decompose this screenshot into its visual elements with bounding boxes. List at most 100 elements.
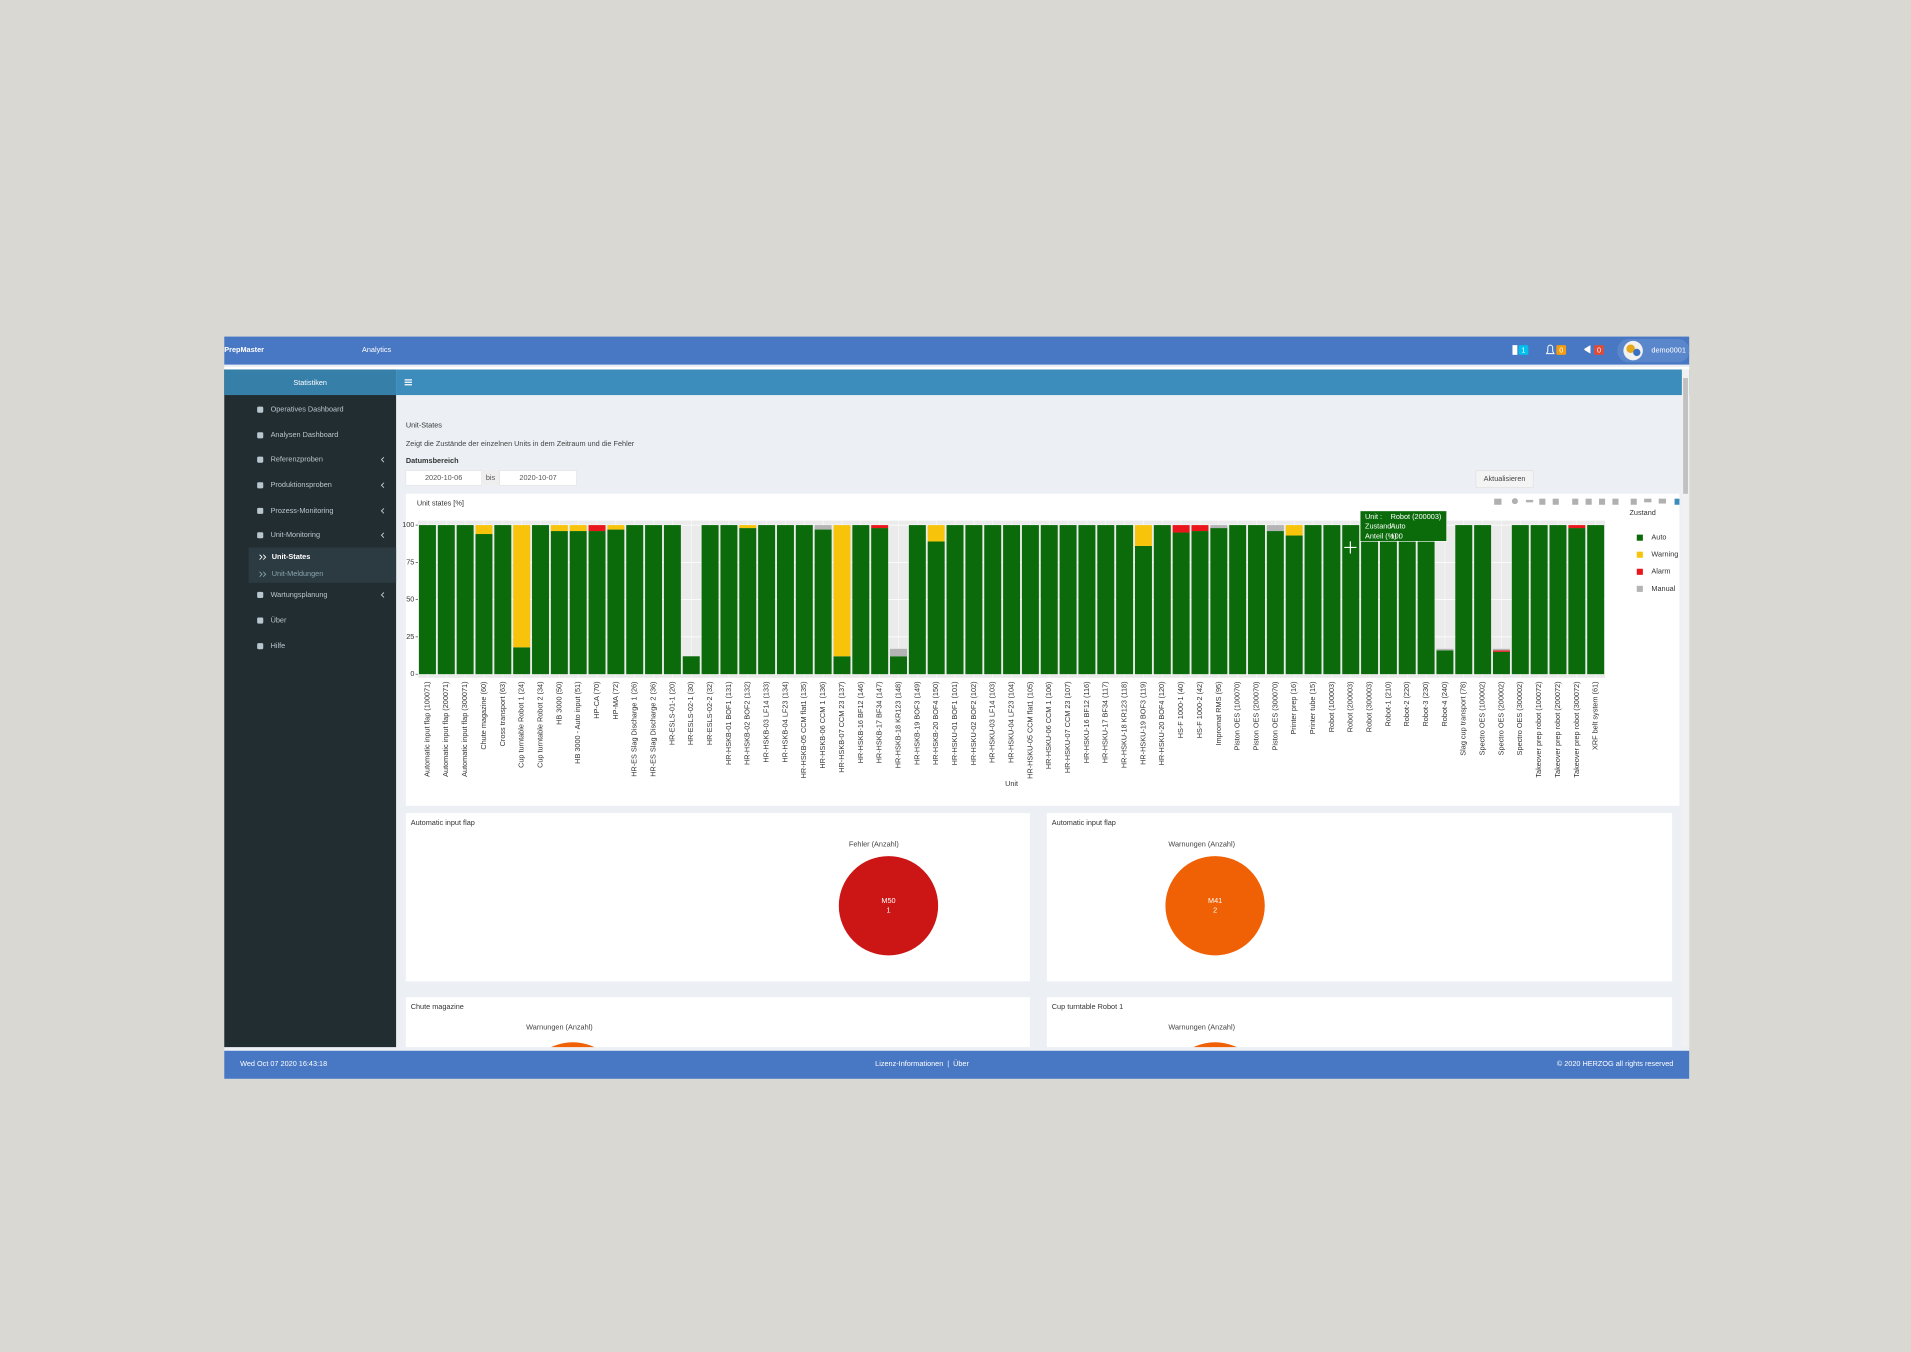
bar-segment[interactable]	[984, 525, 1002, 675]
bar-segment[interactable]	[1116, 525, 1134, 675]
bar-segment[interactable]	[1248, 525, 1265, 675]
bar-segment[interactable]	[1134, 545, 1152, 675]
bar-segment[interactable]	[927, 525, 945, 542]
menu-item[interactable]: Analysen Dashboard	[271, 430, 339, 439]
bar-segment[interactable]	[607, 529, 625, 675]
bar-segment[interactable]	[833, 525, 851, 657]
menu-item[interactable]: Hilfe	[271, 641, 286, 650]
menu-item[interactable]: Produktionsproben	[271, 480, 332, 489]
legend-swatch[interactable]	[1636, 568, 1643, 575]
toolbar-icon[interactable]	[1644, 498, 1652, 503]
bar-segment[interactable]	[776, 525, 794, 675]
legend-swatch[interactable]	[1636, 534, 1643, 541]
bar-segment[interactable]	[588, 525, 606, 532]
bar-segment[interactable]	[607, 525, 625, 530]
bar-segment[interactable]	[475, 534, 493, 675]
bar-segment[interactable]	[1492, 650, 1510, 652]
legend-label[interactable]: Auto	[1651, 533, 1666, 542]
bar-segment[interactable]	[1455, 525, 1473, 675]
bar-segment[interactable]	[456, 525, 474, 675]
bar-segment[interactable]	[758, 525, 776, 675]
bar-segment[interactable]	[1153, 525, 1171, 675]
legend-label[interactable]: Manual	[1651, 584, 1675, 593]
menu-item[interactable]: Über	[271, 615, 287, 624]
menu-item[interactable]: Operatives Dashboard	[271, 405, 344, 414]
bar-segment[interactable]	[1040, 525, 1058, 675]
bar-segment[interactable]	[1436, 650, 1454, 675]
bar-segment[interactable]	[1210, 525, 1228, 529]
bar-segment[interactable]	[682, 656, 700, 675]
bar-segment[interactable]	[1191, 525, 1209, 532]
pie-slice[interactable]	[1164, 855, 1266, 957]
bar-segment[interactable]	[1398, 525, 1416, 675]
bar-segment[interactable]	[569, 525, 587, 532]
bar-segment[interactable]	[908, 525, 926, 675]
legend-label[interactable]: Alarm	[1651, 567, 1670, 576]
refresh-button[interactable]	[1475, 470, 1534, 489]
bar-segment[interactable]	[739, 525, 757, 529]
bar-segment[interactable]	[1191, 531, 1209, 675]
bar-segment[interactable]	[1097, 525, 1115, 675]
info-icon[interactable]	[1512, 345, 1518, 355]
menu-item[interactable]: Prozess-Monitoring	[271, 506, 334, 515]
bar-segment[interactable]	[814, 529, 832, 675]
bar-segment[interactable]	[890, 656, 907, 675]
bar-segment[interactable]	[1474, 525, 1492, 675]
bar-segment[interactable]	[1266, 525, 1284, 532]
bar-segment[interactable]	[1285, 535, 1303, 675]
bar-segment[interactable]	[1078, 525, 1096, 675]
submenu-item[interactable]: Unit-Meldungen	[272, 569, 324, 578]
megaphone-icon[interactable]	[1584, 345, 1591, 354]
scrollbar-thumb[interactable]	[1683, 378, 1688, 494]
bar-segment[interactable]	[1342, 525, 1360, 675]
toolbar-icon[interactable]	[1612, 498, 1619, 505]
bar-segment[interactable]	[1134, 525, 1152, 546]
toolbar-icon[interactable]	[1539, 498, 1546, 505]
toolbar-icon[interactable]	[1658, 498, 1667, 504]
bar-segment[interactable]	[550, 525, 568, 532]
bar-segment[interactable]	[965, 525, 983, 675]
bar-segment[interactable]	[1304, 525, 1322, 675]
bar-segment[interactable]	[852, 525, 870, 675]
bar-segment[interactable]	[569, 531, 587, 675]
bar-segment[interactable]	[1021, 525, 1039, 675]
toolbar-icon[interactable]	[1552, 498, 1559, 505]
bar-segment[interactable]	[871, 528, 889, 675]
bar-segment[interactable]	[1210, 528, 1228, 675]
bar-segment[interactable]	[550, 531, 568, 675]
bar-segment[interactable]	[1587, 525, 1605, 675]
legend-swatch[interactable]	[1636, 585, 1643, 592]
bar-segment[interactable]	[626, 525, 644, 675]
bar-segment[interactable]	[720, 525, 738, 675]
date-input[interactable]	[499, 470, 577, 486]
bar-segment[interactable]	[871, 525, 889, 529]
bar-segment[interactable]	[1492, 651, 1510, 675]
legend-label[interactable]: Warning	[1651, 550, 1678, 559]
bar-segment[interactable]	[1361, 525, 1379, 675]
legend-swatch[interactable]	[1636, 551, 1643, 558]
bar-segment[interactable]	[1492, 648, 1510, 651]
bar-segment[interactable]	[1436, 648, 1454, 651]
footer-link[interactable]: Über	[953, 1059, 969, 1068]
bar-segment[interactable]	[437, 525, 455, 675]
menu-toggle[interactable]	[404, 379, 412, 386]
bar-segment[interactable]	[1172, 525, 1190, 533]
footer-link[interactable]: Lizenz-Informationen	[875, 1059, 943, 1068]
toolbar-icon[interactable]	[1572, 498, 1579, 505]
bar-segment[interactable]	[927, 541, 945, 675]
bar-segment[interactable]	[588, 531, 606, 675]
toolbar-icon[interactable]	[1585, 498, 1592, 505]
bar-segment[interactable]	[1549, 525, 1567, 675]
pie-slice[interactable]	[838, 855, 939, 957]
bar-segment[interactable]	[494, 525, 512, 675]
bar-segment[interactable]	[645, 525, 663, 675]
bar-segment[interactable]	[663, 525, 681, 675]
toolbar-icon[interactable]	[1630, 498, 1637, 505]
bar-segment[interactable]	[1059, 525, 1077, 675]
bar-segment[interactable]	[1323, 525, 1341, 675]
toolbar-icon[interactable]	[1599, 498, 1606, 505]
toolbar-icon[interactable]	[1494, 498, 1502, 505]
bar-segment[interactable]	[1530, 525, 1548, 675]
bar-segment[interactable]	[1379, 525, 1397, 675]
bar-segment[interactable]	[1229, 525, 1247, 675]
